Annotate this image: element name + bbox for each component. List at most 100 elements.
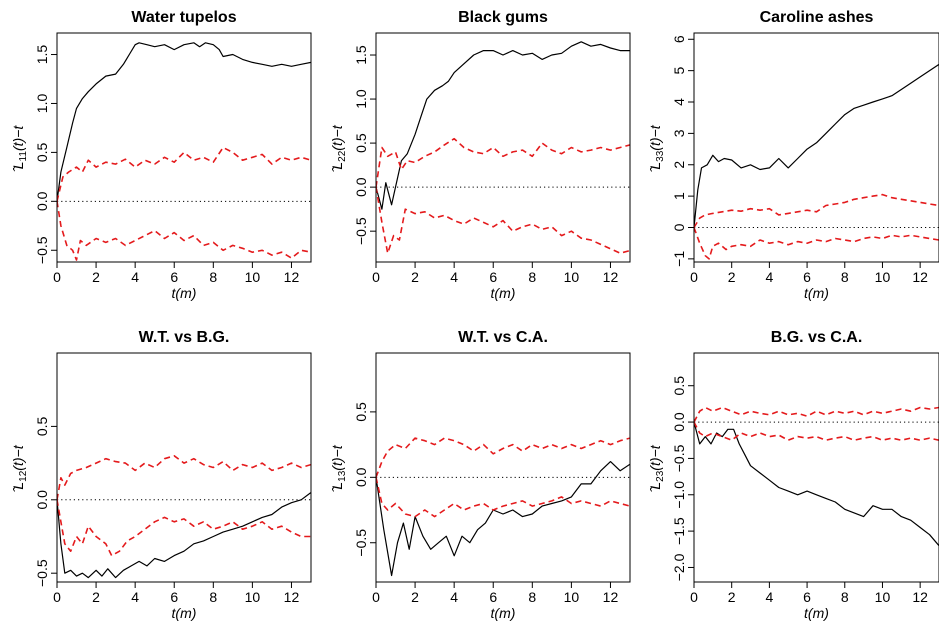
x-tick-label: 6	[489, 269, 497, 285]
plot-frame	[693, 352, 939, 583]
x-tick-label: 12	[284, 269, 300, 285]
x-tick-label: 0	[372, 269, 380, 285]
x-tick-label: 2	[411, 589, 419, 605]
x-tick-label: 0	[690, 589, 698, 605]
plot-frame	[56, 352, 312, 583]
series-lower-envelope-line	[694, 421, 939, 442]
series-upper-envelope-line	[57, 454, 311, 500]
y-tick-label: 0.5	[34, 416, 50, 436]
x-axis-label: t(m)	[491, 285, 516, 301]
x-tick-label: 12	[912, 269, 928, 285]
series-lower-envelope-line	[376, 477, 630, 518]
y-tick-label: 0.5	[34, 142, 50, 162]
y-tick-label: 0.5	[671, 376, 687, 396]
y-tick-label: −2.0	[671, 553, 687, 581]
x-axis-label: t(m)	[172, 605, 197, 621]
y-axis-label: ̂L23(t)−t	[647, 444, 666, 492]
x-tick-label: 8	[841, 589, 849, 605]
x-tick-label: 8	[841, 269, 849, 285]
series-upper-envelope-line	[57, 146, 311, 202]
chart-title: Water tupelos	[131, 9, 236, 26]
y-tick-label: −0.5	[34, 236, 50, 264]
chart-panel-1: 0 2 4 6 8 10 12 −0.5 0.0 0.5 1.0 1.5 Water tupelos t(…	[10, 9, 312, 301]
x-tick-label: 4	[131, 269, 139, 285]
x-tick-label: 4	[765, 269, 773, 285]
y-tick-label: 1.0	[353, 89, 369, 109]
y-tick-label: 0.5	[353, 133, 369, 153]
x-tick-label: 6	[803, 269, 811, 285]
y-tick-label: 2	[671, 161, 687, 169]
x-tick-label: 2	[411, 269, 419, 285]
series-estimate-line	[376, 461, 630, 577]
chart-title: W.T. vs C.A.	[458, 329, 548, 346]
y-tick-label: 6	[671, 35, 687, 43]
x-tick-label: 12	[912, 589, 928, 605]
x-axis-label: t(m)	[804, 285, 829, 301]
y-tick-label: −1.0	[671, 481, 687, 509]
y-tick-label: −0.5	[353, 217, 369, 245]
series-upper-envelope-line	[376, 437, 630, 478]
x-tick-label: 6	[170, 269, 178, 285]
plot-frame	[375, 32, 631, 263]
series-estimate-line	[376, 41, 630, 210]
x-tick-label: 10	[564, 269, 580, 285]
y-tick-label: 0.5	[353, 402, 369, 422]
y-tick-label: −1	[671, 251, 687, 267]
series-lower-envelope-line	[57, 201, 311, 261]
y-tick-label: 5	[671, 67, 687, 75]
x-tick-label: 4	[450, 589, 458, 605]
x-axis-label: t(m)	[172, 285, 197, 301]
x-tick-label: 4	[765, 589, 773, 605]
y-tick-label: 4	[671, 98, 687, 106]
x-tick-label: 0	[53, 589, 61, 605]
x-axis-label: t(m)	[491, 605, 516, 621]
x-tick-label: 10	[875, 589, 891, 605]
y-tick-label: 1.5	[34, 45, 50, 65]
y-tick-label: 0.0	[34, 490, 50, 510]
x-tick-label: 2	[728, 269, 736, 285]
x-tick-label: 6	[803, 589, 811, 605]
chart-title: B.G. vs C.A.	[771, 329, 863, 346]
chart-panel-4: 0 2 4 6 8 10 12 −0.5 0.0 0.5 W.T. vs B.G. t(m)̂L12(…	[10, 329, 312, 621]
x-tick-label: 6	[170, 589, 178, 605]
x-tick-label: 8	[528, 589, 536, 605]
plot-frame	[375, 352, 631, 583]
x-tick-label: 12	[603, 269, 619, 285]
x-tick-label: 2	[92, 589, 100, 605]
series-estimate-line	[57, 492, 311, 579]
y-tick-label: −0.5	[34, 559, 50, 587]
x-tick-label: 8	[209, 589, 217, 605]
x-tick-label: 2	[728, 589, 736, 605]
chart-panel-2: 0 2 4 6 8 10 12 −0.5 0.0 0.5 1.0 1.5 Black gums t(m)̂…	[329, 9, 631, 301]
y-axis-label: ̂L22(t)−t	[329, 124, 348, 172]
series-upper-envelope-line	[694, 406, 939, 423]
series-estimate-line	[694, 63, 939, 228]
y-tick-label: 0.0	[671, 412, 687, 432]
chart-title: Black gums	[458, 9, 548, 26]
y-tick-label: −1.5	[671, 517, 687, 545]
y-tick-label: 1.5	[353, 45, 369, 65]
x-tick-label: 12	[284, 589, 300, 605]
chart-title: Caroline ashes	[760, 9, 874, 26]
series-lower-envelope-line	[57, 499, 311, 557]
series-estimate-line	[694, 421, 939, 547]
y-tick-label: 0.0	[353, 467, 369, 487]
x-tick-label: 10	[875, 269, 891, 285]
y-axis-label: ̂L13(t)−t	[329, 444, 348, 492]
x-tick-label: 0	[372, 589, 380, 605]
x-tick-label: 0	[53, 269, 61, 285]
x-tick-label: 8	[209, 269, 217, 285]
series-lower-envelope-line	[376, 186, 630, 254]
y-tick-label: −0.5	[671, 444, 687, 472]
series-upper-envelope-line	[694, 193, 939, 228]
series-lower-envelope-line	[694, 227, 939, 260]
x-axis-label: t(m)	[804, 605, 829, 621]
y-axis-label: ̂L12(t)−t	[10, 444, 29, 492]
x-tick-label: 6	[489, 589, 497, 605]
y-axis-label: ̂L11(t)−t	[10, 125, 29, 173]
series-estimate-line	[57, 42, 311, 202]
x-tick-label: 8	[528, 269, 536, 285]
y-tick-label: 1	[671, 192, 687, 200]
